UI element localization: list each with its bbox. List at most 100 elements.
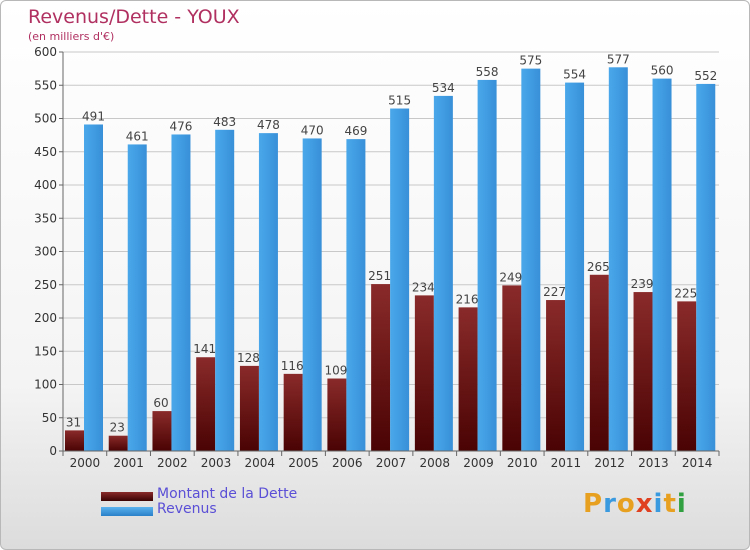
debt-bar [283, 373, 303, 451]
y-tick-label: 100 [34, 378, 57, 392]
y-tick-label: 450 [34, 145, 57, 159]
debt-value-label: 225 [674, 286, 697, 300]
y-tick-label: 300 [34, 245, 57, 259]
debt-bar [371, 284, 391, 451]
revenue-bar [565, 82, 585, 451]
legend-swatch-debt [101, 492, 153, 501]
revenue-value-label: 478 [257, 118, 280, 132]
revenue-bar [608, 67, 628, 452]
debt-value-label: 31 [66, 415, 81, 429]
revenue-value-label: 461 [126, 129, 149, 143]
y-tick-label: 600 [34, 45, 57, 59]
revenue-bar [696, 83, 716, 452]
debt-bar [458, 307, 478, 451]
chart-subtitle: (en milliers d'€) [28, 30, 115, 43]
x-tick-label: 2008 [419, 456, 450, 470]
revenue-value-label: 534 [432, 81, 455, 95]
logo-letter: r [603, 489, 617, 519]
revenue-bar [390, 108, 410, 452]
debt-value-label: 234 [412, 280, 435, 294]
logo-letter: i [676, 489, 687, 519]
legend-label-debt: Montant de la Dette [157, 486, 298, 502]
x-tick-label: 2002 [157, 456, 188, 470]
revenue-value-label: 575 [519, 54, 542, 68]
revenue-value-label: 558 [476, 65, 499, 79]
revenue-value-label: 491 [82, 109, 105, 123]
y-tick-label: 0 [49, 444, 57, 458]
y-tick-label: 50 [42, 411, 57, 425]
y-tick-label: 350 [34, 211, 57, 225]
revenue-value-label: 552 [694, 69, 717, 83]
revenue-bar [258, 133, 278, 451]
revenue-bar [215, 129, 235, 451]
debt-bar [196, 357, 216, 451]
debt-value-label: 60 [153, 396, 168, 410]
x-tick-label: 2012 [594, 456, 625, 470]
revenue-value-label: 469 [344, 124, 367, 138]
debt-bar [152, 411, 172, 451]
x-tick-label: 2004 [245, 456, 276, 470]
revenue-value-label: 515 [388, 94, 411, 108]
debt-bar [502, 285, 522, 451]
debt-bar [589, 274, 609, 451]
logo-letter: i [653, 489, 664, 519]
revenue-value-label: 476 [170, 119, 193, 133]
revenue-value-label: 483 [213, 115, 236, 129]
x-tick-label: 2010 [507, 456, 538, 470]
debt-value-label: 141 [193, 342, 216, 356]
x-tick-label: 2005 [288, 456, 319, 470]
revenue-value-label: 470 [301, 123, 324, 137]
debt-value-label: 227 [543, 285, 566, 299]
revenue-bar [346, 139, 366, 452]
x-tick-label: 2009 [463, 456, 494, 470]
revenue-bar [652, 78, 672, 451]
revenue-value-label: 560 [651, 64, 674, 78]
revenue-bar [84, 124, 103, 452]
x-tick-label: 2014 [682, 456, 713, 470]
revenue-bar [171, 134, 191, 451]
debt-value-label: 251 [368, 269, 391, 283]
revenue-bar [521, 68, 541, 451]
debt-value-label: 128 [237, 351, 260, 365]
proxiti-logo: Proxiti [583, 489, 687, 519]
logo-letter: t [663, 489, 677, 519]
debt-value-label: 265 [587, 260, 610, 274]
debt-bar [327, 378, 347, 451]
y-tick-label: 250 [34, 278, 57, 292]
debt-value-label: 116 [281, 359, 304, 373]
x-tick-label: 2006 [332, 456, 363, 470]
revenue-value-label: 577 [607, 52, 630, 66]
debt-bar [633, 292, 653, 451]
y-tick-label: 500 [34, 112, 57, 126]
revenue-bar [127, 144, 147, 451]
logo-letter: o [616, 489, 636, 519]
debt-bar [546, 300, 566, 451]
y-tick-label: 200 [34, 311, 57, 325]
debt-value-label: 239 [631, 277, 654, 291]
revenue-value-label: 554 [563, 68, 586, 82]
chart-title: Revenus/Dette - YOUX [28, 6, 240, 28]
legend-label-revenue: Revenus [157, 501, 217, 517]
y-tick-label: 550 [34, 78, 57, 92]
debt-value-label: 109 [324, 364, 347, 378]
debt-value-label: 249 [499, 270, 522, 284]
logo-letter: x [635, 489, 654, 519]
debt-value-label: 216 [456, 292, 479, 306]
y-tick-label: 150 [34, 344, 57, 358]
debt-bar [108, 435, 128, 451]
x-tick-label: 2001 [113, 456, 144, 470]
debt-bar [65, 430, 84, 451]
x-tick-label: 2007 [376, 456, 407, 470]
x-tick-label: 2011 [551, 456, 582, 470]
logo-letter: P [583, 489, 604, 519]
debt-bar [414, 295, 434, 451]
debt-bar [677, 301, 697, 451]
y-tick-label: 400 [34, 178, 57, 192]
debt-value-label: 23 [110, 421, 125, 435]
x-tick-label: 2003 [201, 456, 232, 470]
revenue-bar [477, 79, 497, 452]
x-tick-label: 2013 [638, 456, 669, 470]
revenue-bar [433, 95, 453, 451]
